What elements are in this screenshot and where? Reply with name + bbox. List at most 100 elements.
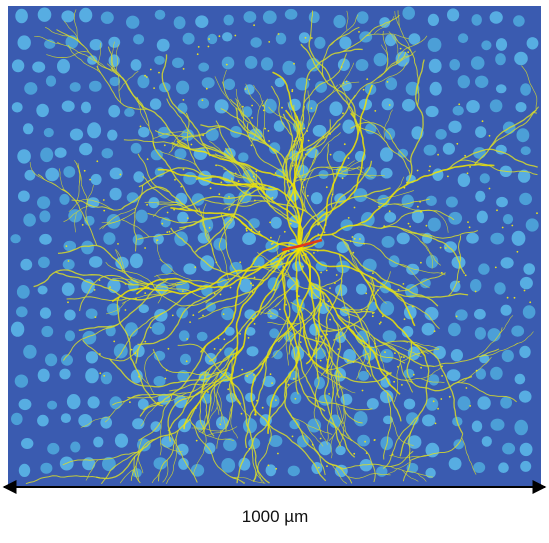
speck: [407, 51, 410, 54]
neurite: [74, 212, 77, 233]
speck: [209, 187, 212, 190]
speck: [145, 76, 148, 78]
cell: [60, 413, 71, 423]
cell: [457, 396, 471, 411]
speck: [329, 153, 332, 156]
speck: [365, 308, 368, 311]
speck: [138, 375, 140, 378]
speck: [234, 34, 237, 37]
speck: [277, 33, 280, 35]
neurite: [270, 85, 293, 137]
cell: [478, 263, 490, 275]
neurite: [330, 434, 335, 459]
speck: [149, 68, 152, 71]
cell: [59, 368, 71, 380]
neurite: [133, 456, 141, 484]
neurite: [402, 430, 412, 482]
speck: [192, 314, 195, 316]
cell: [352, 233, 365, 247]
neurite: [268, 106, 298, 137]
neurite: [110, 67, 191, 150]
cell: [89, 256, 103, 268]
cell: [443, 241, 457, 253]
neurite: [299, 84, 374, 249]
cell: [420, 278, 431, 289]
speck: [300, 239, 302, 242]
cell: [380, 349, 394, 363]
neurite: [199, 365, 213, 431]
neurite: [46, 51, 89, 58]
neurite: [73, 160, 81, 183]
cell: [129, 253, 143, 269]
cell: [402, 6, 416, 20]
cell: [495, 53, 506, 66]
cell: [425, 105, 439, 118]
cell: [223, 438, 237, 452]
cell: [308, 11, 320, 24]
speck: [234, 172, 237, 175]
neurite: [420, 240, 433, 269]
neurite: [216, 164, 266, 190]
cell: [447, 8, 460, 22]
cell: [373, 52, 387, 67]
neurite: [123, 139, 191, 150]
cell: [429, 81, 442, 96]
speck: [153, 87, 156, 89]
speck: [215, 164, 218, 167]
neurite: [299, 247, 426, 357]
speck: [349, 240, 352, 243]
neurite: [111, 246, 301, 303]
neurite: [99, 211, 136, 230]
cell: [329, 101, 343, 116]
speck: [488, 187, 491, 190]
cell: [421, 322, 435, 336]
speck: [223, 338, 226, 341]
neurite: [71, 199, 122, 211]
cell: [205, 302, 217, 312]
neurite: [306, 424, 324, 447]
neurite: [289, 105, 306, 176]
speck: [335, 274, 338, 276]
speck: [352, 361, 355, 363]
speck: [329, 318, 331, 321]
neurite: [394, 11, 400, 27]
speck: [318, 222, 320, 225]
speck: [237, 180, 240, 183]
speck: [258, 230, 261, 233]
cell: [10, 321, 25, 337]
speck: [437, 407, 439, 410]
cell: [489, 11, 503, 24]
speck: [291, 165, 294, 167]
neurite: [208, 154, 263, 191]
speck: [250, 144, 253, 147]
neurite: [267, 247, 301, 434]
speck: [304, 36, 307, 39]
neurite: [116, 296, 164, 407]
neurite: [395, 35, 428, 65]
cell: [298, 32, 310, 44]
speck: [225, 63, 228, 66]
cell: [108, 54, 120, 67]
speck: [254, 199, 256, 202]
neurite: [253, 407, 327, 482]
cell: [126, 15, 140, 29]
neurite: [216, 398, 227, 430]
cell: [156, 38, 170, 52]
speck: [334, 282, 336, 284]
cell: [61, 282, 75, 296]
neurite: [135, 285, 203, 364]
neurite: [184, 356, 230, 407]
cell: [384, 212, 397, 223]
speck: [144, 340, 147, 343]
speck: [383, 225, 386, 228]
speck: [360, 308, 363, 311]
cell: [183, 171, 197, 185]
cell: [15, 8, 28, 24]
speck: [347, 217, 350, 219]
cell: [154, 308, 168, 322]
speck: [317, 233, 320, 236]
speck: [340, 66, 343, 68]
neurite: [176, 140, 304, 249]
speck: [218, 35, 221, 38]
neurite: [313, 300, 343, 377]
